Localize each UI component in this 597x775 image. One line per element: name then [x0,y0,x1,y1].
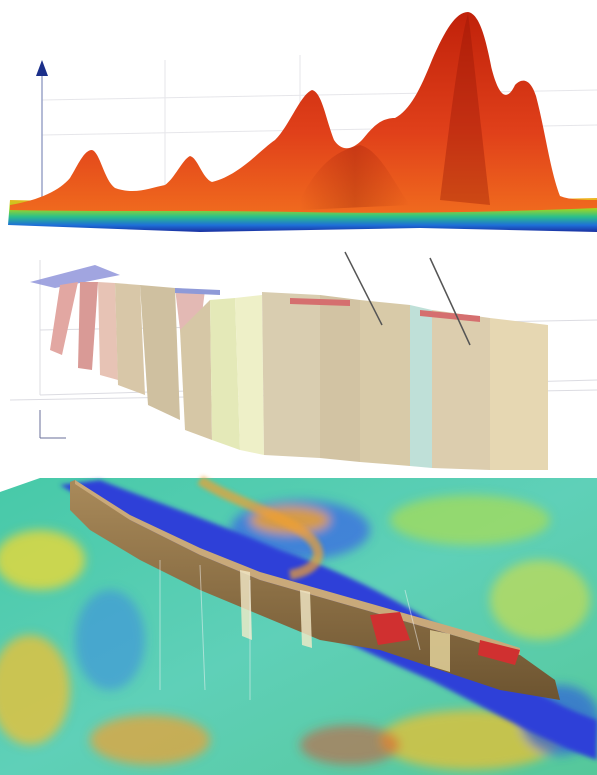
fence-strip [115,283,145,395]
fence-strip [432,310,490,470]
bottom-panel [0,478,597,775]
anomaly [75,590,145,690]
anomaly [490,560,590,640]
fence-strip [320,295,360,462]
page-body [0,0,597,775]
anomaly [90,715,210,765]
page: 3D Visualization {} html, body { margin:… [0,0,597,775]
fence-strip [430,630,450,672]
top-panel [0,0,597,232]
visualization [0,0,597,775]
fence-strip [98,282,118,380]
fence-strip [300,590,312,648]
fence-strip [410,305,432,468]
anomaly [390,495,550,545]
fence-strip [262,292,320,458]
fence-strip [360,300,410,466]
fence-strip [490,318,548,470]
anomaly [300,725,400,765]
middle-panel [0,232,597,472]
fence-strip [210,298,240,450]
